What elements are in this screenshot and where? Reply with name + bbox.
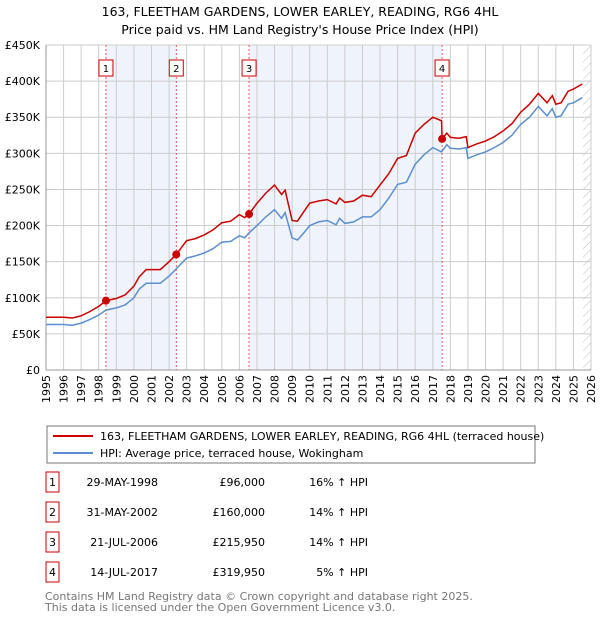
y-tick-label: £250K	[5, 183, 41, 196]
sale-marker-number: 3	[246, 64, 252, 75]
x-tick-label: 2003	[181, 375, 194, 403]
sale-hpi-change: 14% ↑ HPI	[309, 536, 368, 549]
x-tick-label: 2021	[497, 375, 510, 403]
sale-point	[245, 210, 254, 219]
sale-number-box	[45, 471, 60, 493]
sale-number: 1	[49, 476, 56, 489]
x-tick-label: 2002	[163, 375, 176, 403]
x-tick-label: 2010	[304, 375, 317, 403]
y-tick-label: £350K	[5, 111, 41, 124]
sale-hpi-change: 5% ↑ HPI	[316, 566, 368, 579]
x-tick-label: 2009	[286, 375, 299, 403]
y-tick-label: £150K	[5, 256, 41, 269]
x-tick-label: 2008	[269, 375, 282, 403]
x-tick-label: 2005	[216, 375, 229, 403]
sale-number-box	[45, 561, 60, 583]
x-tick-label: 2020	[480, 375, 493, 403]
x-tick-label: 2015	[392, 375, 405, 403]
y-tick-label: £0	[26, 364, 40, 377]
legend-label-hpi: HPI: Average price, terraced house, Woki…	[100, 447, 363, 460]
x-tick-label: 2006	[233, 375, 246, 403]
y-tick-label: £300K	[5, 147, 41, 160]
x-tick-label: 2014	[374, 375, 387, 403]
y-tick-label: £400K	[5, 75, 41, 88]
sale-number: 3	[49, 536, 56, 549]
footer-line-1: Contains HM Land Registry data © Crown c…	[45, 590, 473, 603]
x-tick-label: 2018	[444, 375, 457, 403]
sale-marker-box	[241, 59, 257, 77]
y-tick-label: £50K	[12, 328, 41, 341]
sale-number: 2	[49, 506, 56, 519]
y-tick-label: £450K	[5, 39, 41, 52]
chart-title: 163, FLEETHAM GARDENS, LOWER EARLEY, REA…	[102, 4, 499, 19]
sale-marker-number: 1	[103, 64, 109, 75]
x-tick-label: 1999	[110, 375, 123, 403]
sale-marker-box	[168, 59, 184, 77]
sale-hpi-change: 14% ↑ HPI	[309, 506, 368, 519]
sale-row: 2 31-MAY-2002 £160,000 14% ↑ HPI	[45, 501, 368, 523]
sale-date: 29-MAY-1998	[86, 476, 158, 489]
y-tick-label: £100K	[5, 292, 41, 305]
x-tick-label: 2019	[462, 375, 475, 403]
footer-line-2: This data is licensed under the Open Gov…	[44, 601, 395, 614]
sale-row: 4 14-JUL-2017 £319,950 5% ↑ HPI	[45, 561, 368, 583]
x-tick-label: 2007	[251, 375, 264, 403]
x-tick-label: 2016	[409, 375, 422, 403]
sale-marker-box	[434, 59, 450, 77]
sale-point	[438, 134, 447, 143]
sale-number-box	[45, 531, 60, 553]
x-tick-label: 1998	[93, 375, 106, 403]
sale-point	[172, 250, 181, 259]
sale-marker-number: 2	[173, 64, 179, 75]
x-tick-label: 2026	[585, 375, 598, 403]
x-tick-label: 2000	[128, 375, 141, 403]
x-tick-label: 2004	[198, 375, 211, 403]
x-tick-label: 2013	[356, 375, 369, 403]
x-tick-label: 2001	[145, 375, 158, 403]
x-tick-label: 2017	[427, 375, 440, 403]
sale-price: £319,950	[213, 566, 266, 579]
sale-hpi-change: 16% ↑ HPI	[309, 476, 368, 489]
sale-date: 31-MAY-2002	[86, 506, 158, 519]
sale-date: 14-JUL-2017	[90, 566, 158, 579]
hpi-line	[46, 97, 583, 326]
x-tick-label: 1996	[58, 375, 71, 403]
shaded-period-3-4	[249, 45, 443, 370]
shaded-period-1-2	[105, 45, 177, 370]
forecast-hatch	[583, 45, 591, 370]
sale-price: £215,950	[213, 536, 266, 549]
sale-date: 21-JUL-2006	[90, 536, 158, 549]
sale-row: 3 21-JUL-2006 £215,950 14% ↑ HPI	[45, 531, 368, 553]
sale-price: £160,000	[213, 506, 266, 519]
sale-number-box	[45, 501, 60, 523]
y-tick-label: £200K	[5, 220, 41, 233]
legend-label-property: 163, FLEETHAM GARDENS, LOWER EARLEY, REA…	[100, 430, 544, 443]
x-tick-label: 2022	[515, 375, 528, 403]
sale-marker-box	[98, 59, 114, 77]
sale-price: £96,000	[220, 476, 266, 489]
sale-marker-number: 4	[439, 64, 445, 75]
sale-point	[101, 296, 110, 305]
x-tick-label: 2024	[550, 375, 563, 403]
x-tick-label: 1997	[75, 375, 88, 403]
chart-subtitle: Price paid vs. HM Land Registry's House …	[121, 22, 478, 37]
x-tick-label: 2012	[339, 375, 352, 403]
sale-row: 1 29-MAY-1998 £96,000 16% ↑ HPI	[45, 471, 368, 493]
sale-number: 4	[49, 566, 56, 579]
x-tick-label: 1995	[40, 375, 53, 403]
property-price-line	[46, 83, 583, 319]
x-tick-label: 2011	[321, 375, 334, 403]
x-tick-label: 2025	[567, 375, 580, 403]
legend: 163, FLEETHAM GARDENS, LOWER EARLEY, REA…	[46, 425, 544, 464]
x-tick-label: 2023	[532, 375, 545, 403]
